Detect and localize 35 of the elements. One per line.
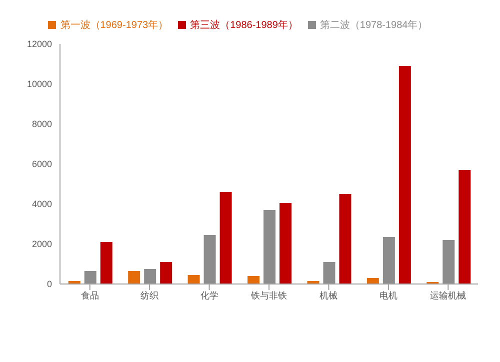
bar xyxy=(84,271,96,284)
bar xyxy=(339,194,352,284)
y-tick-label: 6000 xyxy=(32,159,52,170)
x-tick-label: 化学 xyxy=(200,290,218,300)
bar xyxy=(144,269,156,284)
bar xyxy=(398,66,411,284)
x-tick-label: 机械 xyxy=(320,290,338,300)
legend-label: 第一波（1969-1973年） xyxy=(60,20,168,31)
y-tick-label: 8000 xyxy=(32,119,52,130)
bar xyxy=(160,262,172,284)
bar xyxy=(280,203,292,284)
bar xyxy=(366,278,379,284)
bar xyxy=(128,271,140,284)
y-tick-label: 12000 xyxy=(26,39,52,50)
x-tick-label: 纺织 xyxy=(140,290,159,300)
y-tick-label: 4000 xyxy=(32,199,52,210)
bar xyxy=(100,242,112,284)
bar xyxy=(264,210,276,284)
y-tick-label: 0 xyxy=(46,279,52,290)
bar xyxy=(188,275,200,284)
x-tick-label: 食品 xyxy=(80,290,99,300)
legend-label: 第三波（1986-1989年） xyxy=(190,20,298,31)
bar xyxy=(204,235,216,284)
bar xyxy=(323,262,336,284)
bar xyxy=(220,192,232,284)
legend-label: 第二波（1978-1984年） xyxy=(320,20,428,31)
bar xyxy=(442,240,455,284)
x-tick-label: 电机 xyxy=(379,290,398,300)
bar xyxy=(382,237,395,284)
y-tick-label: 2000 xyxy=(32,239,52,250)
bar xyxy=(458,170,471,284)
x-tick-label: 铁与非铁 xyxy=(250,290,287,300)
y-tick-label: 10000 xyxy=(26,79,52,90)
x-tick-label: 运输机械 xyxy=(430,290,466,300)
bar xyxy=(248,276,260,284)
